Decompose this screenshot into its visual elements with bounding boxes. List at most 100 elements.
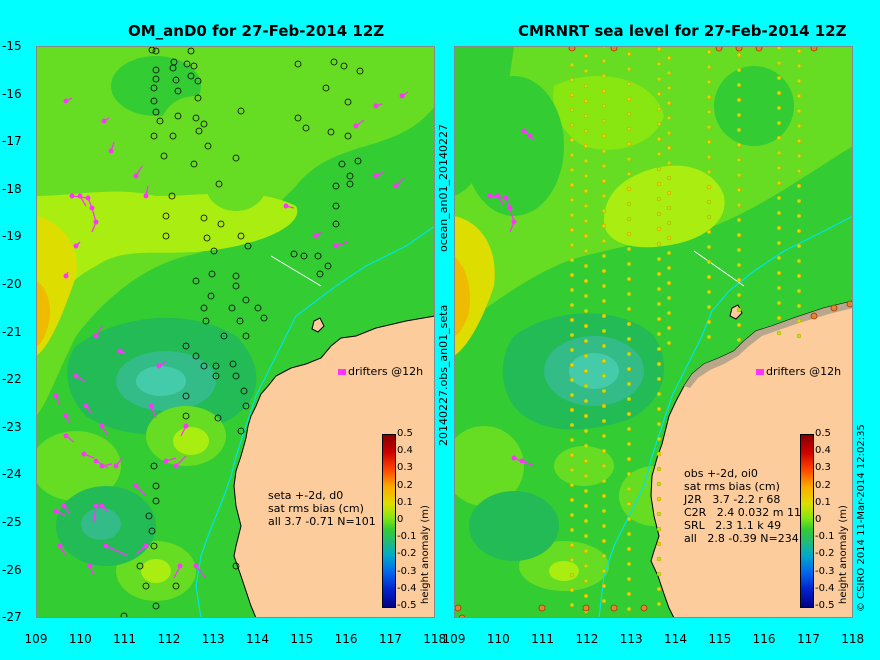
anomaly-yellow-south-d bbox=[549, 561, 579, 581]
observation-point bbox=[656, 466, 662, 472]
y-tick-label: -22 bbox=[2, 372, 22, 387]
observation-circle bbox=[202, 317, 210, 325]
observation-point bbox=[569, 287, 575, 293]
right-map-panel bbox=[454, 46, 853, 618]
observation-point bbox=[583, 518, 589, 524]
observation-point bbox=[601, 448, 607, 454]
observation-point bbox=[656, 391, 662, 397]
observation-circle bbox=[228, 304, 236, 312]
observation-point bbox=[583, 563, 589, 569]
observation-point bbox=[706, 109, 712, 115]
observation-point bbox=[776, 285, 782, 291]
drifter-position bbox=[313, 233, 319, 239]
drifter-position bbox=[487, 193, 493, 199]
observation-circle bbox=[220, 332, 228, 340]
observation-point bbox=[776, 225, 782, 231]
observation-point bbox=[666, 115, 672, 121]
observation-point bbox=[656, 496, 662, 502]
observation-point bbox=[810, 312, 818, 320]
observation-point bbox=[601, 418, 607, 424]
observation-circle bbox=[174, 87, 182, 95]
drifter-position bbox=[53, 508, 59, 514]
stats-line: SRL 2.3 1.1 k 49 bbox=[684, 519, 782, 532]
drifter-position bbox=[156, 363, 162, 369]
colorbar-tick-label: -0.3 bbox=[397, 565, 417, 577]
observation-point bbox=[706, 274, 712, 280]
observation-circle bbox=[332, 202, 340, 210]
drifter-position bbox=[117, 348, 123, 354]
anomaly-teal-core bbox=[136, 366, 186, 396]
observation-point bbox=[706, 244, 712, 250]
observation-point bbox=[582, 604, 590, 612]
observation-point bbox=[736, 67, 742, 73]
observation-circle bbox=[172, 76, 180, 84]
observation-point bbox=[656, 601, 662, 607]
drifter-position bbox=[133, 483, 139, 489]
observation-point bbox=[706, 79, 712, 85]
observation-circle bbox=[136, 562, 144, 570]
observation-circle bbox=[152, 482, 160, 490]
x-tick-label: 110 bbox=[486, 632, 510, 646]
observation-circle bbox=[236, 317, 244, 325]
drifter-vector bbox=[105, 545, 129, 557]
observation-circle bbox=[183, 60, 191, 68]
observation-circle bbox=[174, 112, 182, 120]
observation-point bbox=[656, 46, 662, 52]
observation-point bbox=[569, 77, 575, 83]
drifter-position bbox=[87, 563, 93, 569]
observation-circle bbox=[192, 352, 200, 360]
observation-point bbox=[796, 93, 802, 99]
observation-point bbox=[706, 319, 712, 325]
observation-circle bbox=[187, 72, 195, 80]
observation-point bbox=[601, 373, 607, 379]
y-tick-label: -18 bbox=[2, 181, 22, 196]
observation-point bbox=[569, 242, 575, 248]
observation-point bbox=[626, 306, 632, 312]
observation-circle bbox=[242, 332, 250, 340]
observation-point bbox=[538, 604, 546, 612]
x-tick-label: 116 bbox=[334, 632, 358, 646]
observation-point bbox=[706, 169, 712, 175]
anomaly-yellow-south-c bbox=[141, 559, 171, 583]
observation-point bbox=[666, 100, 672, 106]
observation-point bbox=[626, 366, 632, 372]
observation-point bbox=[846, 300, 853, 308]
colorbar-tick-label: 0 bbox=[397, 514, 404, 525]
observation-points bbox=[120, 46, 364, 618]
observation-point bbox=[569, 92, 575, 98]
observation-point bbox=[656, 316, 662, 322]
observation-point bbox=[583, 428, 589, 434]
observation-point bbox=[656, 271, 662, 277]
observation-point bbox=[656, 211, 662, 217]
observation-point bbox=[583, 203, 589, 209]
observation-point bbox=[796, 318, 802, 324]
observation-point bbox=[656, 541, 662, 547]
observation-circle bbox=[150, 84, 158, 92]
observation-point bbox=[666, 340, 672, 346]
anomaly-light-south-b bbox=[36, 431, 121, 501]
observation-point bbox=[666, 265, 672, 271]
observation-point bbox=[706, 124, 712, 130]
observation-point bbox=[626, 591, 632, 597]
observation-point bbox=[601, 88, 607, 94]
observation-point bbox=[569, 377, 575, 383]
anomaly-yellow-green bbox=[604, 165, 725, 248]
observation-point bbox=[796, 273, 802, 279]
drifter-position bbox=[143, 543, 149, 549]
drifter-position bbox=[93, 219, 99, 225]
observation-point bbox=[776, 46, 782, 51]
observation-point bbox=[454, 604, 462, 612]
observation-point bbox=[583, 173, 589, 179]
observation-circle bbox=[302, 124, 310, 132]
observation-point bbox=[626, 411, 632, 417]
observation-point bbox=[656, 586, 662, 592]
grid-line bbox=[693, 250, 745, 287]
observation-circle bbox=[145, 512, 153, 520]
observation-point bbox=[736, 277, 742, 283]
observation-point bbox=[569, 182, 575, 188]
observation-point bbox=[796, 288, 802, 294]
stats-line: sat rms bias (cm) bbox=[684, 480, 780, 493]
observation-point bbox=[569, 212, 575, 218]
observation-circle bbox=[182, 412, 190, 420]
stats-line: all 2.8 -0.39 N=234 bbox=[684, 532, 799, 545]
